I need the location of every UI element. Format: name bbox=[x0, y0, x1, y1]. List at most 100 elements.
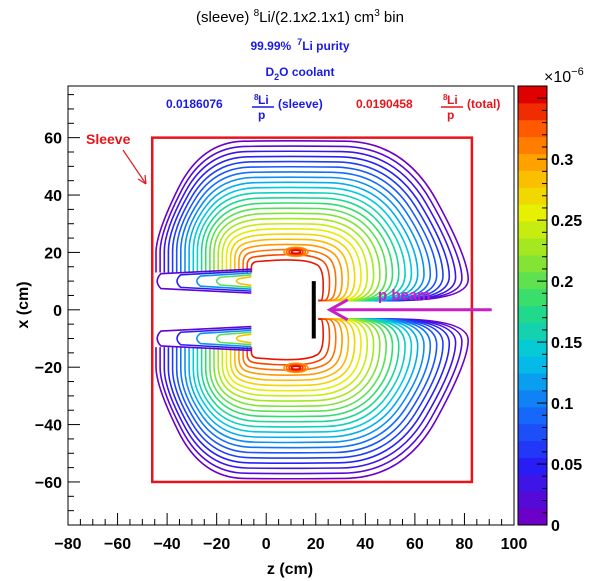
contour-line-upper bbox=[213, 212, 381, 302]
colorbar-band bbox=[518, 373, 547, 391]
contour-line-upper bbox=[163, 150, 457, 302]
contour-line-upper bbox=[250, 259, 324, 302]
contour-arm bbox=[235, 276, 252, 287]
y-axis: −60 −40 −20 0 20 40 60 bbox=[35, 94, 80, 512]
contour-arm bbox=[196, 329, 252, 348]
svg-text:(sleeve): (sleeve) bbox=[278, 97, 323, 111]
contour-arm bbox=[156, 325, 252, 352]
target-interior bbox=[253, 266, 316, 353]
colorbar-band bbox=[518, 153, 547, 171]
peak-contour bbox=[290, 365, 302, 371]
contour-line-lower bbox=[250, 318, 324, 361]
colorbar-band bbox=[518, 170, 547, 188]
x-axis: −80 −60 −40 −20 0 20 40 60 80 100 bbox=[54, 513, 527, 553]
contour-line-lower bbox=[175, 318, 438, 454]
colorbar-tick-label: 0.15 bbox=[551, 335, 582, 352]
contour-line-lower bbox=[221, 318, 369, 397]
x-tick-label: 40 bbox=[356, 536, 374, 553]
colorbar-band bbox=[518, 288, 547, 306]
colorbar-band bbox=[518, 423, 547, 442]
contour-line-upper bbox=[155, 140, 469, 302]
colorbar-tick-label: 0 bbox=[551, 518, 560, 535]
contour-line-lower bbox=[167, 318, 451, 464]
sleeve-pointer bbox=[122, 149, 147, 185]
beam-arrow-head bbox=[326, 298, 349, 322]
y-tick-label: −60 bbox=[35, 475, 62, 492]
peak-contour bbox=[283, 362, 309, 374]
contour-line-lower bbox=[159, 318, 463, 475]
peak-contour bbox=[285, 247, 307, 257]
svg-text:Li: Li bbox=[447, 93, 458, 107]
peak-contour bbox=[283, 246, 309, 258]
y-tick-label: −40 bbox=[35, 418, 62, 435]
colorbar: 0 0.05 0.1 0.15 0.2 0.25 0.3 bbox=[517, 85, 582, 535]
colorbar-band bbox=[518, 322, 547, 340]
contour-line-upper bbox=[200, 197, 400, 302]
chart-title: (sleeve) 8Li/(2.1x2.1x1) cm3 bin bbox=[196, 8, 404, 26]
svg-text:0.0190458: 0.0190458 bbox=[356, 97, 413, 111]
svg-text:0.0186076: 0.0186076 bbox=[166, 97, 223, 111]
colorbar-band bbox=[518, 356, 547, 374]
x-tick-label: −40 bbox=[154, 536, 181, 553]
contour-line-lower bbox=[184, 318, 425, 444]
colorbar-band bbox=[518, 271, 547, 290]
contour-line-upper bbox=[175, 165, 438, 302]
colorbar-band bbox=[518, 389, 547, 408]
contour-line-upper bbox=[229, 233, 356, 302]
contour-line-lower bbox=[213, 318, 381, 408]
beam-arrow bbox=[326, 298, 492, 322]
contour-line-lower bbox=[200, 318, 400, 423]
contour-line-lower bbox=[155, 318, 469, 480]
svg-text:p: p bbox=[447, 108, 454, 122]
contour-line-upper bbox=[188, 181, 419, 302]
contour-line-upper bbox=[159, 145, 463, 302]
x-tick-label: −60 bbox=[104, 536, 131, 553]
contour-arm bbox=[156, 268, 252, 294]
peak-contour bbox=[288, 364, 304, 372]
contour-line-lower bbox=[238, 318, 343, 376]
colorbar-band bbox=[518, 187, 547, 205]
colorbar-band bbox=[518, 119, 547, 138]
colorbar-tick-label: 0.25 bbox=[551, 213, 582, 230]
y-axis-label: x (cm) bbox=[15, 281, 32, 328]
colorbar-tick-label: 0.3 bbox=[551, 152, 573, 169]
x-tick-label: −80 bbox=[54, 536, 81, 553]
colorbar-band bbox=[518, 508, 547, 526]
colorbar-tick-label: 0.1 bbox=[551, 396, 573, 413]
contour-arm bbox=[176, 327, 252, 350]
contour-lines bbox=[155, 140, 469, 480]
contour-line-upper bbox=[221, 222, 369, 302]
contour-line-upper bbox=[234, 238, 350, 302]
contour-line-lower bbox=[217, 318, 375, 402]
contour-line-upper bbox=[184, 176, 425, 302]
colorbar-band bbox=[518, 86, 547, 104]
contour-line-lower bbox=[188, 318, 419, 439]
svg-text:Li: Li bbox=[258, 93, 269, 107]
contour-line-upper bbox=[238, 243, 343, 302]
peak-contour bbox=[285, 363, 307, 373]
contour-line-upper bbox=[209, 207, 387, 302]
colorbar-band bbox=[518, 440, 547, 458]
peak-contour bbox=[288, 248, 304, 256]
coolant-subtitle: D2O coolant bbox=[265, 65, 334, 82]
contour-line-lower bbox=[192, 318, 413, 433]
colorbar-tick-label: 0.05 bbox=[551, 457, 582, 474]
y-tick-label: 60 bbox=[44, 131, 62, 148]
beam-label: p beam bbox=[378, 287, 431, 304]
colorbar-band bbox=[518, 204, 547, 222]
contour-line-lower bbox=[196, 318, 406, 428]
colorbar-band bbox=[518, 339, 547, 357]
colorbar-band bbox=[518, 491, 547, 509]
contour-line-upper bbox=[204, 202, 394, 302]
svg-text:8: 8 bbox=[254, 93, 259, 102]
x-axis-label: z (cm) bbox=[267, 561, 313, 578]
colorbar-band bbox=[518, 474, 547, 492]
y-tick-label: 40 bbox=[44, 188, 62, 205]
contour-line-upper bbox=[180, 171, 432, 302]
contour-line-lower bbox=[225, 318, 362, 392]
colorbar-multiplier: ×10−6 bbox=[544, 66, 584, 86]
contour-line-lower bbox=[209, 318, 387, 413]
y-tick-label: 20 bbox=[44, 245, 62, 262]
colorbar-band bbox=[518, 102, 547, 121]
colorbar-band bbox=[518, 237, 547, 256]
